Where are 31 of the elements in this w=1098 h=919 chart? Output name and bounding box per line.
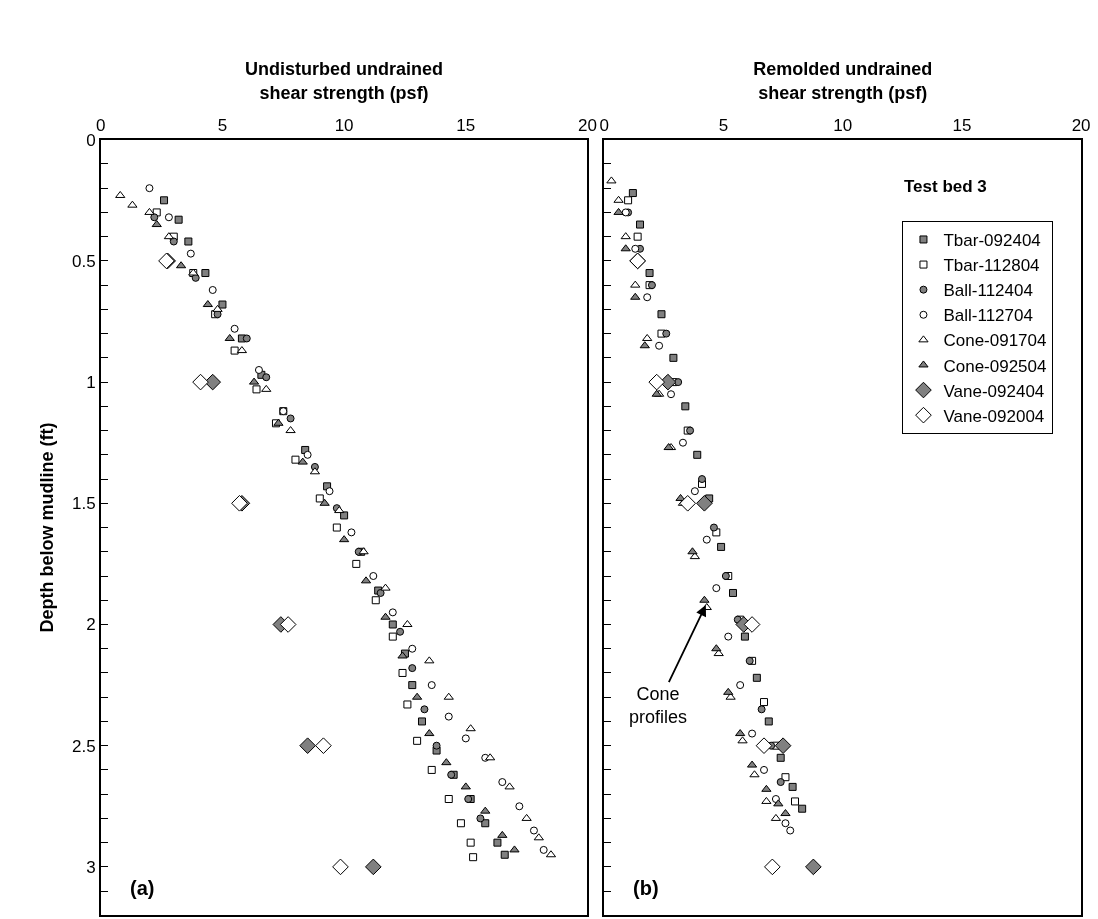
x-tick-label: 20 (578, 116, 597, 136)
legend-label: Tbar-092404 (943, 231, 1041, 251)
y-tick-label: 2 (86, 615, 96, 635)
legend-label: Vane-092404 (943, 381, 1045, 401)
x-axis-title: Remolded undrained shear strength (psf) (753, 59, 933, 103)
legend-label: Vane-092004 (943, 406, 1045, 426)
legend-label: Cone-091704 (943, 331, 1047, 351)
x-tick-label: 20 (1071, 116, 1091, 136)
x-tick-label: 5 (718, 116, 729, 136)
legend-label: Ball-112704 (943, 306, 1033, 326)
annotation: Cone profiles (629, 684, 688, 728)
y-tick-label: 3 (86, 857, 96, 877)
y-tick-label: 0 (86, 130, 96, 150)
legend-label: Tbar-112804 (943, 256, 1040, 276)
y-tick-label: 1.5 (71, 494, 96, 514)
x-tick-label: 15 (456, 116, 476, 136)
annotation: (b) (633, 877, 659, 899)
annotation: (a) (130, 877, 155, 899)
y-tick-label: 2.5 (71, 736, 96, 756)
x-axis-title: Undisturbed undrained shear strength (psf) (245, 59, 444, 103)
legend-label: Cone-092504 (943, 356, 1047, 376)
y-tick-label: 0.5 (71, 251, 96, 271)
x-tick-label: 5 (217, 116, 228, 136)
y-axis-title: Depth below mudline (ft) (36, 422, 57, 633)
x-tick-label: 10 (334, 116, 354, 136)
x-tick-label: 10 (833, 116, 853, 136)
x-tick-label: 0 (599, 116, 609, 136)
legend-title: Test bed 3 (904, 177, 987, 196)
y-tick-label: 1 (86, 373, 96, 393)
x-tick-label: 15 (952, 116, 972, 136)
legend-label: Ball-112404 (943, 281, 1033, 301)
